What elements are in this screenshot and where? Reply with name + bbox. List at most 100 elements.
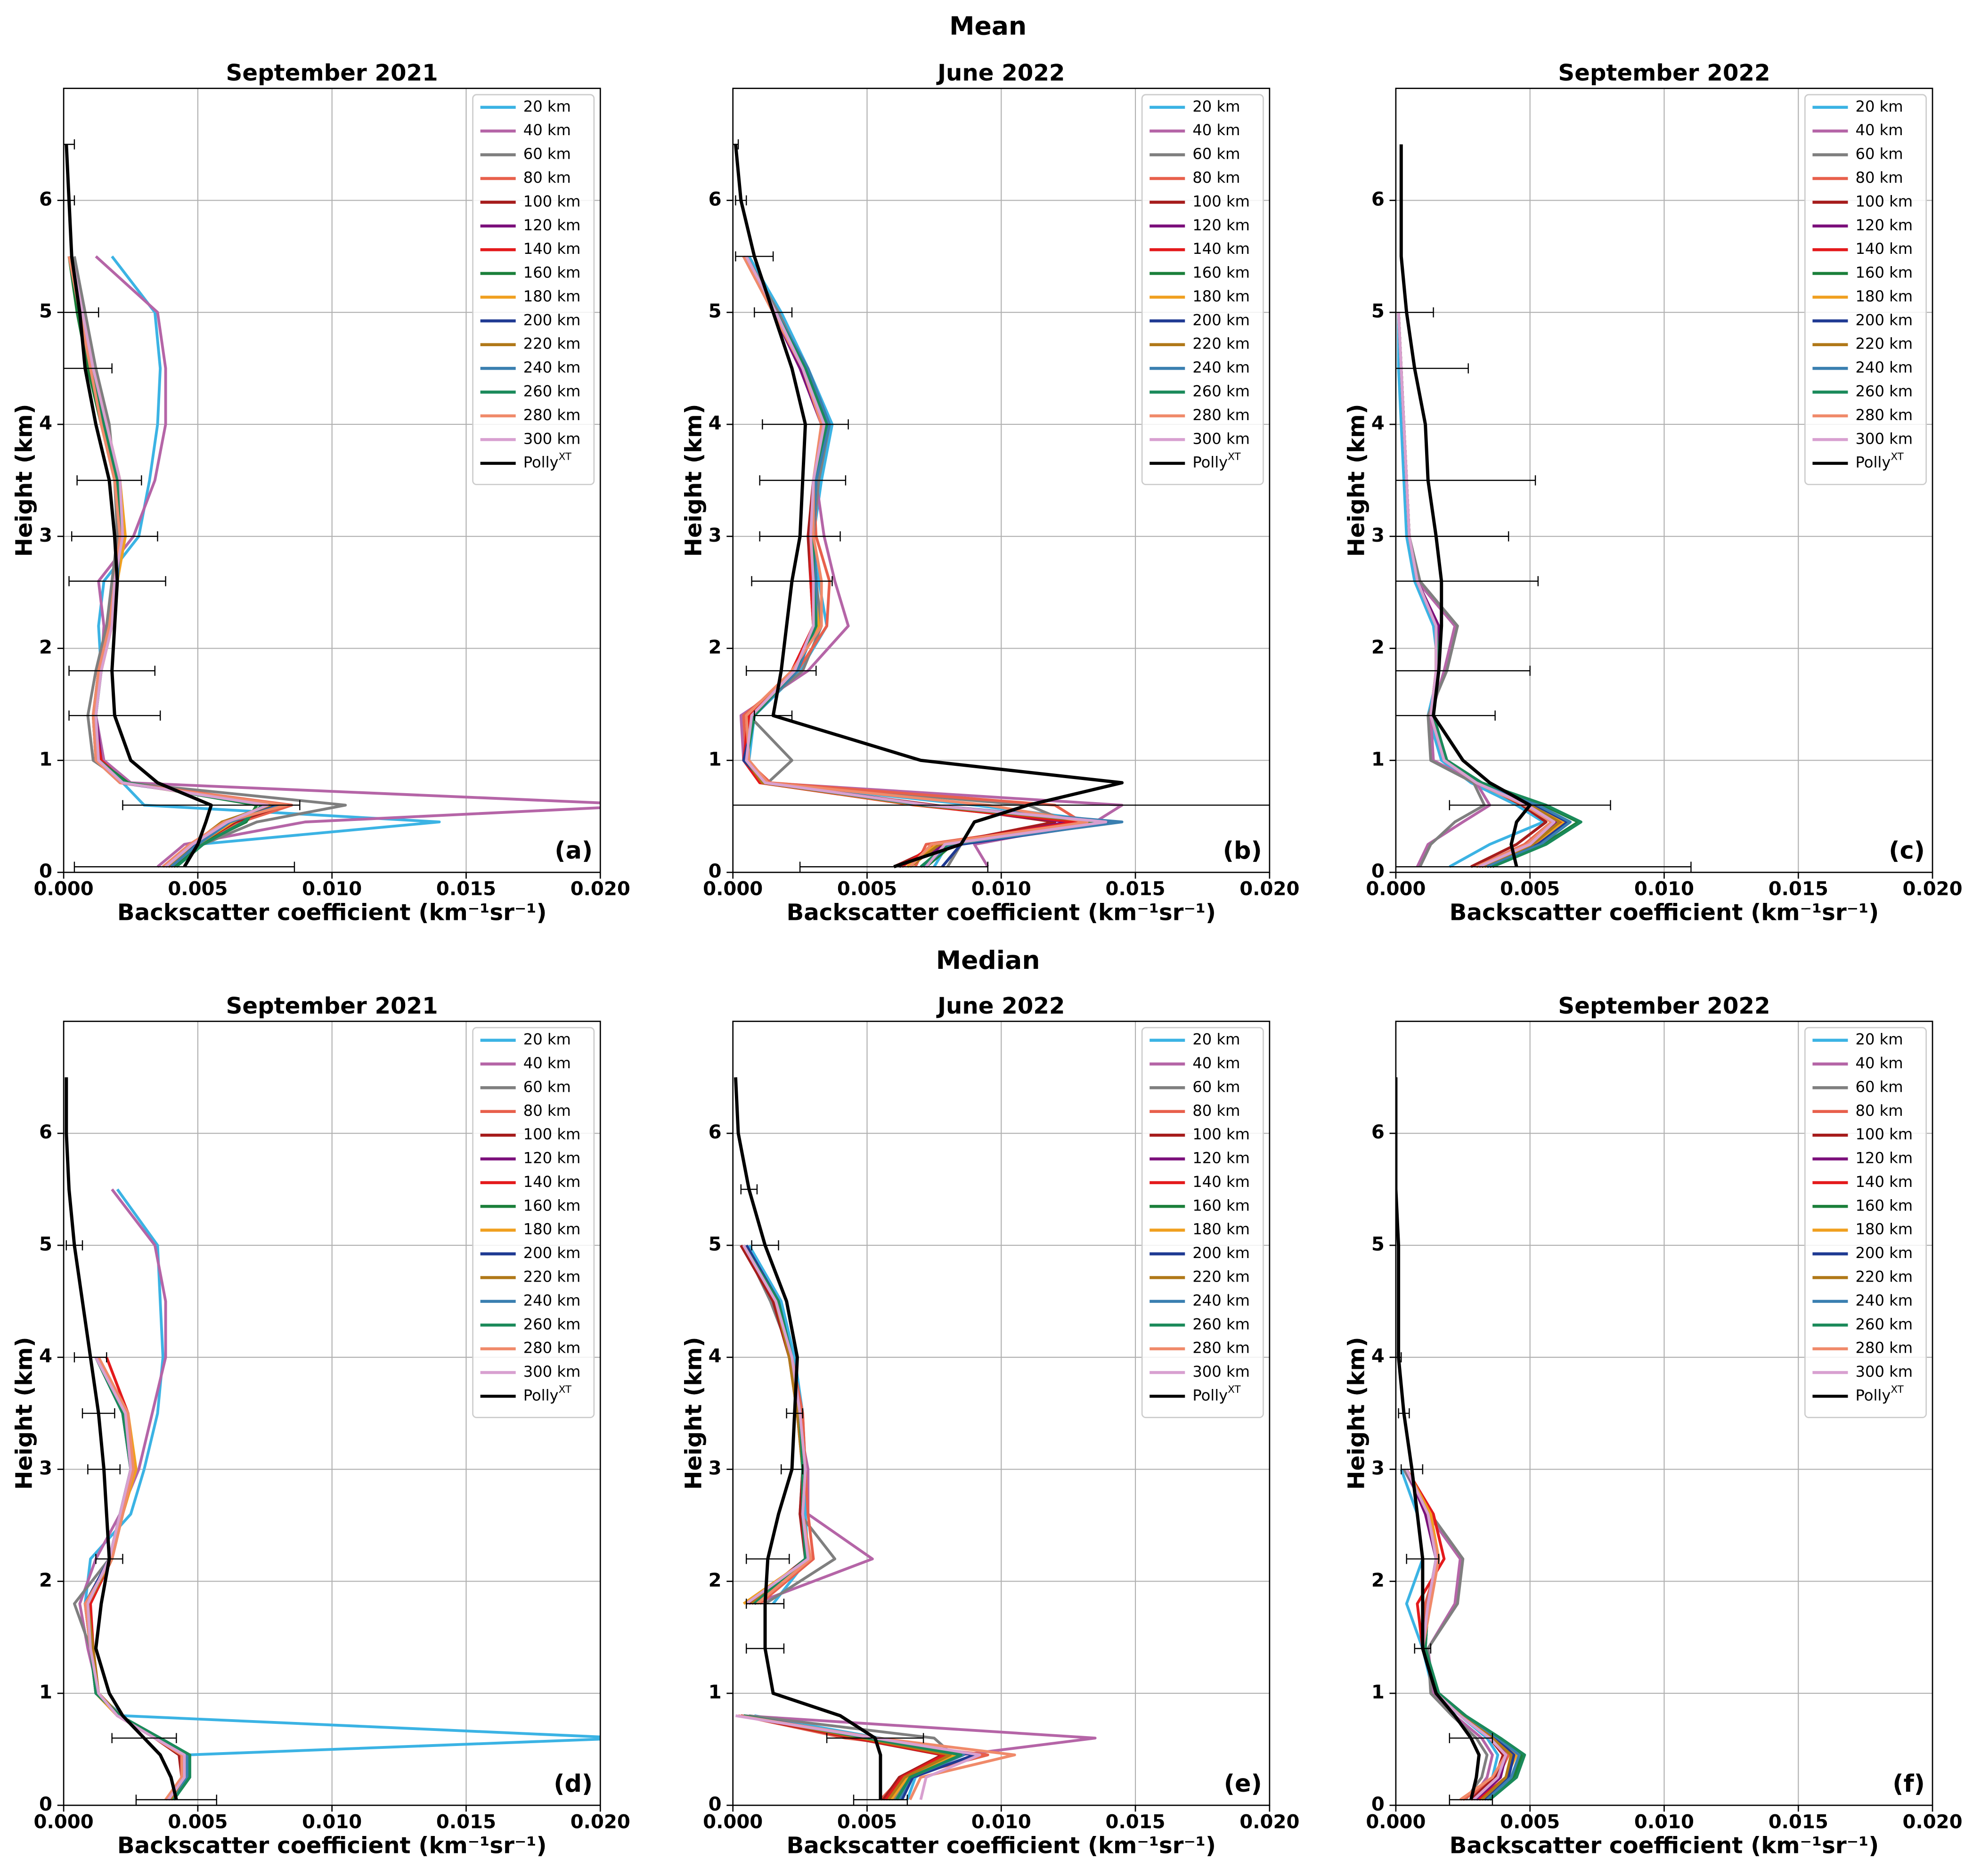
legend-label: 280 km [1856,406,1913,424]
y-tick-label: 0 [39,1794,52,1815]
legend-label: 180 km [1192,1220,1250,1238]
y-tick-label: 0 [709,861,722,882]
y-tick-label: 4 [709,1346,722,1367]
legend-label: 240 km [1856,358,1913,376]
legend: 20 km 40 km 60 km 80 km 100 km 120 km 140 km 16… [472,1027,595,1418]
x-tick-label: 0.010 [1634,1811,1694,1833]
x-tick-label: 0.015 [1106,1811,1166,1833]
error-bar [111,1733,177,1743]
legend-label: 20 km [1192,97,1240,115]
legend-label: 160 km [1856,1196,1913,1214]
legend-label: 140 km [1856,1173,1913,1191]
legend-label: 60 km [1856,1078,1903,1096]
error-bar [1406,1554,1440,1564]
y-tick-label: 3 [1371,525,1385,546]
error-bar [786,1408,804,1419]
error-bar [135,1795,217,1805]
plot-frame [63,1021,601,1806]
x-tick-label: 0.010 [1634,878,1694,900]
profile-line [734,144,1124,869]
legend-label: 180 km [523,1220,581,1238]
error-bar [82,1408,115,1419]
x-tick-label: 0.005 [168,878,228,900]
legend-label: 20 km [1856,1031,1903,1048]
profile-line [65,1077,178,1800]
legend-label: 100 km [523,1125,581,1143]
error-bar [64,195,75,206]
legend-label: 260 km [1192,1315,1250,1333]
y-tick-label: 0 [39,861,52,882]
chart-title: September 2022 [1558,993,1770,1019]
profile-line [1402,1469,1489,1801]
x-tick-label: 0.010 [302,1811,362,1833]
legend-label: 200 km [1192,1244,1250,1262]
x-tick-label: 0.000 [703,1811,763,1833]
y-tick-label: 1 [39,1681,52,1703]
error-bar [73,861,295,872]
y-tick-label: 5 [39,1234,52,1255]
error-bar [87,1464,121,1475]
error-bar [68,576,166,586]
y-tick-label: 0 [709,1794,722,1815]
y-tick-label: 3 [39,1458,52,1479]
panel: 0.000 0.005 0.010 0.015 0.020 0 1 2 3 4 5 6 Septembe… [1343,60,1962,926]
error-bar [751,576,833,586]
legend-label: 140 km [523,1173,581,1191]
legend-label: 160 km [1856,264,1913,282]
error-bar [68,666,155,676]
plot-frame [1395,88,1933,873]
y-tick-label: 4 [709,413,722,434]
x-axis-label: Backscatter coefficient (km⁻¹sr⁻¹) [117,900,547,926]
legend-label: 120 km [1192,216,1250,234]
x-tick-label: 0.010 [971,1811,1031,1833]
legend: 20 km 40 km 60 km 80 km 100 km 120 km 140 km 16… [1141,1027,1264,1418]
x-tick-label: 0.005 [837,1811,897,1833]
legend-label: 160 km [1192,1196,1250,1214]
y-tick-label: 6 [39,188,52,210]
error-bar [64,139,75,150]
legend-label-name: Polly [1192,454,1228,471]
error-bar [853,1795,908,1805]
chart-title: September 2021 [226,993,438,1019]
panel-label: (b) [1223,837,1262,865]
error-bar [122,800,301,811]
legend-label: 160 km [523,1196,581,1214]
legend-label: 180 km [1856,287,1913,305]
panel-label: (e) [1224,1770,1262,1798]
y-tick-label: 3 [39,525,52,546]
legend-label: 20 km [1856,97,1903,115]
panel-label: (c) [1889,837,1925,865]
legend: 20 km 40 km 60 km 80 km 100 km 120 km 140 km 16… [1141,94,1264,486]
error-bar [762,419,849,430]
legend-label: 140 km [523,240,581,258]
legend-label: 240 km [1856,1291,1913,1309]
x-axis-label: Backscatter coefficient (km⁻¹sr⁻¹) [1450,900,1879,926]
legend-label: 120 km [1856,216,1913,234]
error-bar [73,1352,107,1363]
x-tick-label: 0.010 [302,878,362,900]
error-bar [754,307,793,317]
x-tick-label: 0.020 [1902,878,1962,900]
y-axis-label: Height (km) [1343,1337,1370,1490]
legend-label: 280 km [523,406,581,424]
panel: 0.000 0.005 0.010 0.015 0.020 0 1 2 3 4 5 6 Septembe… [1343,993,1962,1859]
legend-label: 80 km [1856,1102,1903,1120]
error-bar [799,861,989,872]
y-tick-label: 3 [709,525,722,546]
legend-label: 280 km [1192,1339,1250,1357]
plot-frame [63,88,601,873]
error-bar [64,363,113,374]
legend-label: 220 km [1192,1268,1250,1286]
legend-label: 40 km [523,121,571,139]
legend-box [1141,1027,1264,1418]
figure-title: Mean [949,11,1027,41]
chart-title: September 2022 [1558,60,1770,86]
plot-frame [732,1021,1271,1806]
error-bar [745,1599,785,1609]
error-bar [64,307,99,317]
y-tick-label: 5 [39,300,52,322]
legend-label-superscript: XT [559,451,572,463]
legend-label-name: Polly [1192,1386,1228,1404]
